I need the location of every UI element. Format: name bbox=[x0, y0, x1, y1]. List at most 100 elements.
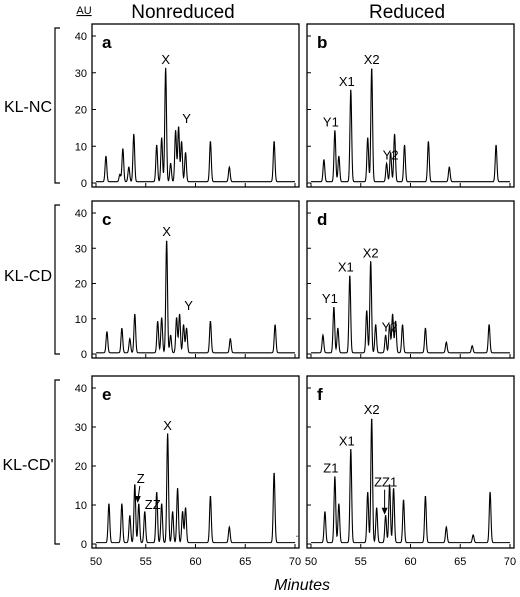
peak-point bbox=[367, 492, 369, 494]
y-tick-label: 0 bbox=[81, 539, 87, 551]
peak-point bbox=[156, 145, 158, 147]
peak-point bbox=[184, 153, 187, 155]
peak-point bbox=[390, 153, 392, 155]
peak-annotation: X bbox=[163, 418, 172, 433]
y-tick-label: 40 bbox=[75, 208, 87, 220]
peak-point bbox=[334, 130, 336, 133]
peak-point bbox=[401, 325, 404, 327]
panel-letter: e bbox=[102, 385, 111, 404]
y-tick-label: 10 bbox=[75, 500, 87, 512]
peak-point bbox=[445, 342, 447, 345]
peak-point bbox=[376, 508, 378, 510]
peak-point bbox=[445, 527, 447, 530]
peak-point bbox=[371, 418, 373, 420]
peak-annotation: ZZ1 bbox=[374, 475, 397, 490]
peak-annotation: X1 bbox=[339, 433, 355, 448]
y-tick-label: 10 bbox=[75, 141, 87, 153]
y-tick-label: 10 bbox=[75, 314, 87, 326]
peak-point bbox=[228, 527, 230, 530]
peak-point bbox=[180, 141, 183, 144]
x-tick-label: 50 bbox=[305, 556, 317, 568]
chromatogram-trace bbox=[96, 241, 295, 354]
peak-point bbox=[337, 328, 339, 330]
peak-point bbox=[274, 325, 276, 327]
chromatogram-trace bbox=[96, 433, 296, 544]
row-bracket-kl-cd bbox=[54, 204, 60, 355]
peak-point bbox=[367, 138, 369, 140]
y-tick-label: 30 bbox=[75, 243, 87, 255]
peak-annotation: Y2 bbox=[383, 148, 399, 163]
peak-point bbox=[389, 325, 391, 327]
peak-point bbox=[178, 314, 181, 316]
peak-point bbox=[182, 325, 185, 327]
peak-point bbox=[350, 449, 352, 451]
peak-point bbox=[106, 332, 108, 334]
peak-point bbox=[129, 339, 131, 341]
row-label-kl-nc: KL-NC bbox=[4, 99, 52, 116]
peak-point bbox=[166, 240, 168, 242]
peak-point bbox=[172, 512, 174, 514]
x-tick-label: 55 bbox=[140, 556, 152, 568]
peak-annotation: Z1 bbox=[323, 461, 338, 476]
x-tick-label: 70 bbox=[289, 556, 301, 568]
peak-point bbox=[105, 156, 107, 158]
y-tick-label: 40 bbox=[75, 31, 87, 43]
peak-annotation: X2 bbox=[364, 402, 380, 417]
peak-point bbox=[324, 512, 326, 514]
peak-point bbox=[177, 127, 180, 129]
peak-point bbox=[472, 535, 474, 537]
annotation-arrowhead bbox=[134, 496, 141, 503]
peak-point bbox=[392, 488, 395, 490]
peak-annotation: Y1 bbox=[323, 115, 339, 130]
peak-point bbox=[185, 328, 188, 330]
peak-point bbox=[209, 321, 212, 323]
peak-point bbox=[333, 307, 335, 309]
peak-point bbox=[385, 516, 387, 518]
panel-b: b Y1 X1 X2 Y2 bbox=[306, 23, 515, 188]
peak-point bbox=[167, 434, 169, 436]
row-bracket-kl-cd-prime bbox=[54, 379, 60, 545]
peak-point bbox=[170, 164, 172, 166]
peak-point bbox=[144, 512, 146, 514]
peak-point bbox=[394, 321, 397, 323]
peak-point bbox=[322, 335, 324, 337]
peak-point bbox=[175, 130, 177, 133]
peak-point bbox=[229, 339, 231, 341]
peak-point bbox=[157, 321, 159, 323]
peak-point bbox=[122, 149, 124, 151]
peak-annotation: Y bbox=[184, 298, 193, 313]
peak-point bbox=[371, 68, 373, 70]
x-tick-label: 55 bbox=[355, 556, 367, 568]
peak-point bbox=[134, 484, 136, 487]
row-label-kl-cd: KL-CD bbox=[4, 268, 52, 285]
panel-frame bbox=[91, 23, 300, 188]
x-axis-label: Minutes bbox=[274, 577, 330, 594]
peak-point bbox=[121, 504, 123, 506]
y-tick-label: 30 bbox=[75, 422, 87, 434]
peak-point bbox=[296, 535, 298, 537]
peak-point bbox=[134, 314, 136, 316]
x-tick-label: 50 bbox=[90, 556, 102, 568]
peak-point bbox=[385, 335, 387, 337]
peak-point bbox=[273, 141, 275, 144]
x-tick-label: 60 bbox=[189, 556, 201, 568]
y-tick-label: 0 bbox=[81, 349, 87, 361]
panel-letter: f bbox=[317, 385, 323, 404]
peak-point bbox=[165, 68, 167, 70]
chart-panels: a010203040XYbY1X1X2Y2c010203040XYdY1X1X2… bbox=[75, 23, 516, 568]
peak-point bbox=[424, 328, 427, 330]
peak-annotation: X2 bbox=[363, 245, 379, 260]
peak-point bbox=[161, 138, 163, 140]
peak-point bbox=[161, 504, 163, 506]
panel-letter: c bbox=[102, 210, 111, 229]
panel-letter: b bbox=[317, 33, 327, 52]
peak-annotation: Y1 bbox=[322, 291, 338, 306]
peak-annotation: Z bbox=[137, 471, 145, 486]
y-tick-label: 20 bbox=[75, 461, 87, 473]
peak-point bbox=[129, 516, 131, 518]
peak-point bbox=[386, 164, 388, 166]
x-tick-label: 70 bbox=[504, 556, 516, 568]
figure-labels: Nonreduced Reduced AU KL-NC KL-CD KL-CD'… bbox=[2, 2, 445, 594]
